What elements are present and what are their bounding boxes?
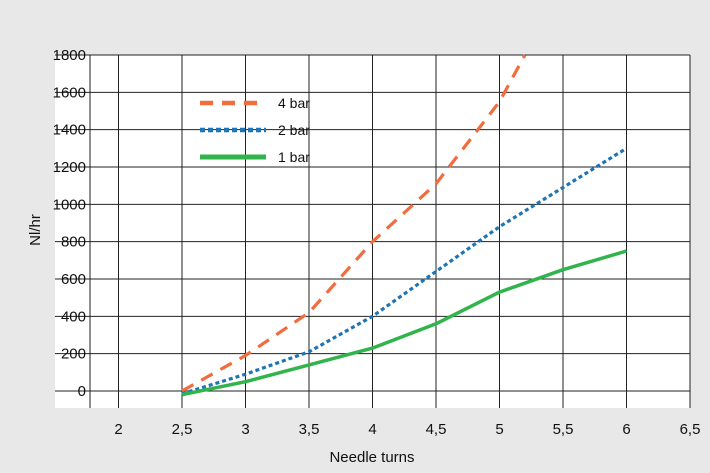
- y-tick-label: 1200: [53, 159, 86, 176]
- x-tick-label: 5,5: [553, 421, 574, 438]
- series-line-2-bar: [181, 146, 628, 396]
- x-tick-label: 6: [622, 421, 630, 438]
- x-tick-label: 4: [368, 421, 376, 438]
- y-tick-label: 600: [61, 271, 86, 288]
- series-layer: [181, 54, 628, 397]
- x-tick-label: 5: [495, 421, 503, 438]
- x-tick-label: 2,5: [172, 421, 193, 438]
- y-tick-label: 0: [78, 383, 86, 400]
- legend-label: 4 bar: [278, 95, 310, 111]
- x-tick-label: 3: [241, 421, 249, 438]
- y-tick-label: 200: [61, 346, 86, 363]
- tick-labels: 0 200 400 600 800 1000 1200 1400 1600 1800 2 2,5 3 3,…: [53, 47, 701, 438]
- legend-label: 2 bar: [278, 122, 310, 138]
- y-tick-label: 400: [61, 308, 86, 325]
- y-tick-label: 1000: [53, 196, 86, 213]
- y-tick-label: 1600: [53, 84, 86, 101]
- legend: 4 bar 2 bar 1 bar: [200, 95, 310, 165]
- y-tick-label: 1400: [53, 122, 86, 139]
- y-tick-label: 1800: [53, 47, 86, 64]
- x-tick-label: 4,5: [426, 421, 447, 438]
- x-tick-label: 3,5: [299, 421, 320, 438]
- x-axis-title: Needle turns: [329, 449, 414, 466]
- grid-lines: [55, 54, 691, 408]
- y-axis-title: Nl/hr: [27, 214, 44, 246]
- series-line-1-bar: [181, 249, 627, 397]
- y-tick-label: 800: [61, 234, 86, 251]
- series-line-4-bar: [181, 54, 527, 393]
- legend-label: 1 bar: [278, 149, 310, 165]
- x-tick-label: 2: [114, 421, 122, 438]
- x-tick-label: 6,5: [680, 421, 701, 438]
